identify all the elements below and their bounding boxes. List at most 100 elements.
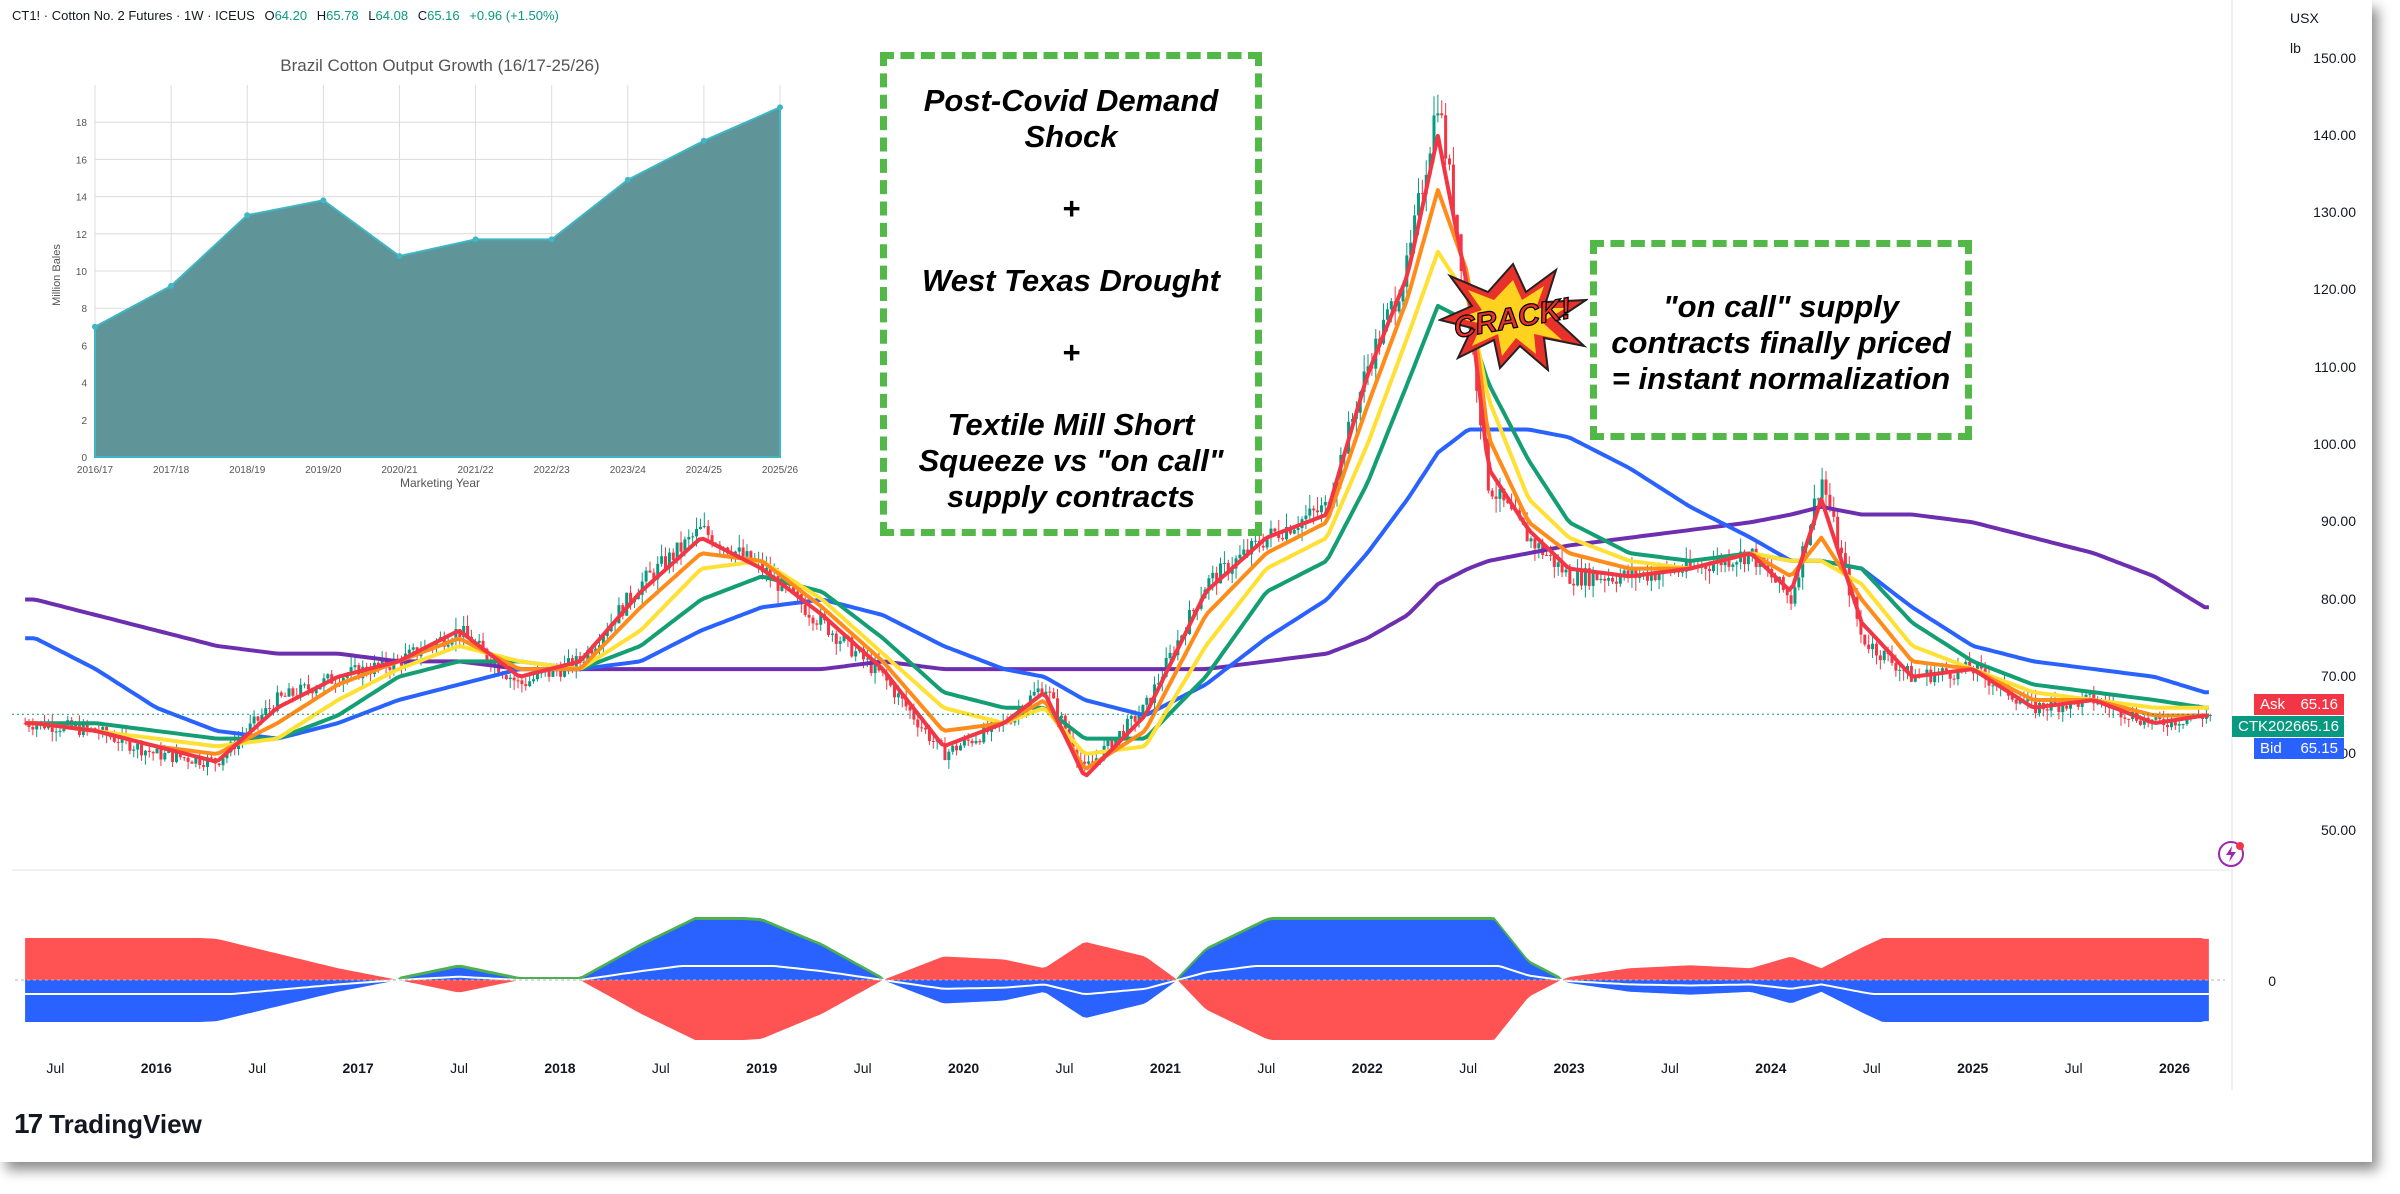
candle-body [695,529,699,537]
candle-body [1269,528,1273,538]
candle-body [955,745,959,751]
currency-label[interactable]: USX [2290,10,2319,26]
osc-zero-label: 0 [2268,973,2276,989]
candle-body [667,552,671,569]
candle-body [947,751,951,761]
candle-body [1704,565,1708,569]
candle-body [58,730,62,732]
candle-body [834,633,838,644]
inset-area-series [92,104,783,458]
candle-body [2127,718,2131,720]
candle-body [1533,538,1537,549]
inset-ytick-label: 0 [81,453,87,464]
candle-body [2010,695,2014,700]
candle-body [873,662,877,674]
candle-body [1273,528,1277,532]
candle-body [850,637,854,657]
inset-data-point [700,137,707,144]
symbol-legend[interactable]: CT1! · Cotton No. 2 Futures · 1W · ICEUS… [12,8,559,23]
candle-body [1568,569,1572,584]
date-tick-label: Jul [1055,1060,1074,1076]
candle-body [908,706,912,711]
candle-body [803,604,807,615]
candle-body [116,741,120,743]
osc-red-area [25,938,2209,1040]
date-tick-label: 2017 [342,1060,374,1076]
candle-body [1595,573,1599,581]
candle-body [1564,569,1568,573]
candle-body [691,536,695,538]
candle-body [931,740,935,742]
candle-body [1238,554,1242,559]
candle-body [644,570,648,582]
candle-body [1222,562,1226,564]
candle-body [1545,554,1549,556]
callout-on-call: "on call" supply contracts finally price… [1590,240,1972,440]
candle-body [1401,286,1405,302]
candle-body [221,758,225,766]
date-tick-label: Jul [1257,1060,1276,1076]
candle-body [1735,562,1739,565]
candle-body [745,551,749,557]
candle-body [978,740,982,743]
main-price-chart[interactable] [0,0,2372,1162]
candle-body [737,547,741,552]
oscillator-pane[interactable] [15,917,2225,1040]
candle-body [35,724,39,730]
candle-body [1645,572,1649,581]
candle-body [260,715,264,721]
candle-body [1812,498,1816,526]
candle-body [706,526,710,536]
candle-body [683,539,687,552]
inset-xtick-label: 2024/25 [686,465,723,476]
date-tick-label: 2019 [746,1060,778,1076]
candle-body [23,723,27,725]
candle-body [1211,572,1215,579]
tradingview-logo[interactable]: 17 TradingView [14,1108,202,1140]
date-tick-label: Jul [2064,1060,2083,1076]
price-tick-label: 120.00 [2313,281,2356,298]
unit-label[interactable]: lb [2290,40,2301,56]
moving-average-series [25,133,2209,778]
ask-tag: Ask 65.16 [2254,694,2344,715]
date-tick-label: Jul [1661,1060,1679,1076]
flash-alert-icon[interactable] [2215,838,2247,870]
candle-body [1250,540,1254,555]
candle-body [1746,552,1750,565]
candle-body [1952,678,1956,680]
legend-low-label: L [368,8,376,23]
candle-body [1389,301,1393,310]
candle-body [1603,578,1607,581]
candle-body [54,731,58,733]
date-tick-label: 2025 [1957,1060,1989,1076]
candle-body [1890,654,1894,664]
contract-label: CTK2026 [2238,718,2302,735]
candle-body [1145,697,1149,705]
inset-ytick-label: 4 [81,379,87,390]
candle-body [1898,669,1902,671]
candle-body [2185,718,2189,724]
candle-body [1219,563,1223,584]
candle-body [586,649,590,662]
candle-body [1191,610,1195,612]
candle-body [601,636,605,646]
candle-body [1242,549,1246,555]
candle-body [675,542,679,560]
candle-body [1956,667,1960,680]
candle-body [74,724,78,728]
candle-body [2065,705,2069,709]
candle-body [838,641,842,644]
candle-body [1537,543,1541,549]
candle-body [815,623,819,625]
date-tick-label: Jul [248,1060,267,1076]
candle-body [1599,578,1603,581]
candle-body [1785,589,1789,596]
candle-body [2096,703,2100,705]
candle-body [924,727,928,730]
candle-body [303,684,307,686]
inset-xtick-label: 2025/26 [762,465,799,476]
candle-body [1614,581,1618,584]
candle-body [291,688,295,696]
candle-body [520,680,524,685]
candle-body [1397,301,1401,312]
